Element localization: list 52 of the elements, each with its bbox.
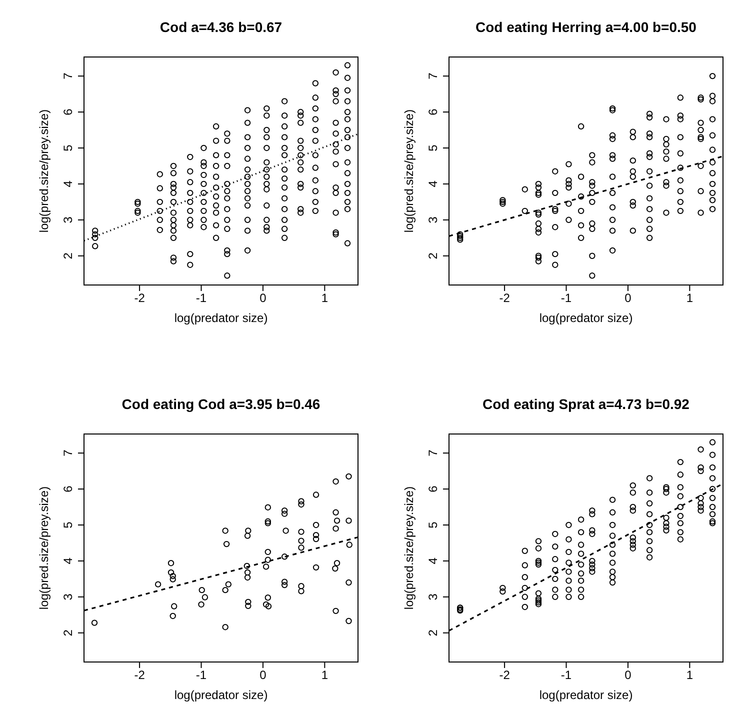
x-axis-title: log(predator size) xyxy=(539,688,633,702)
x-tick-label: 1 xyxy=(686,291,694,305)
y-tick-label: 6 xyxy=(61,485,75,492)
y-tick-label: 3 xyxy=(61,593,75,600)
x-tick-label: -2 xyxy=(134,291,146,305)
y-tick-label: 7 xyxy=(426,449,440,456)
y-axis-title: log(pred.size/prey.size) xyxy=(37,486,51,610)
y-axis-title: log(pred.size/prey.size) xyxy=(402,109,416,233)
y-axis-title: log(pred.size/prey.size) xyxy=(37,109,51,233)
y-tick-label: 7 xyxy=(61,449,75,456)
y-tick-label: 2 xyxy=(61,252,75,260)
y-tick-label: 5 xyxy=(426,144,440,152)
x-tick-label: 0 xyxy=(260,291,267,305)
y-tick-label: 6 xyxy=(61,108,75,116)
y-tick-label: 7 xyxy=(61,72,75,80)
x-axis-title: log(predator size) xyxy=(539,311,633,325)
chart-title: Cod a=4.36 b=0.67 xyxy=(160,19,282,35)
x-tick-label: 0 xyxy=(624,668,632,682)
x-tick-label: -1 xyxy=(196,668,207,682)
y-tick-label: 4 xyxy=(61,557,75,564)
x-tick-label: -1 xyxy=(560,668,572,682)
y-tick-label: 5 xyxy=(61,521,75,528)
y-tick-label: 5 xyxy=(426,521,440,528)
x-axis-title: log(predator size) xyxy=(174,688,268,702)
y-tick-label: 3 xyxy=(426,593,440,600)
x-tick-label: 1 xyxy=(686,668,694,682)
y-tick-label: 2 xyxy=(426,629,440,636)
x-tick-label: -1 xyxy=(196,291,207,305)
y-tick-label: 6 xyxy=(426,485,440,492)
y-tick-label: 3 xyxy=(426,216,440,224)
y-tick-label: 4 xyxy=(426,180,440,188)
chart-title: Cod eating Sprat a=4.73 b=0.92 xyxy=(482,396,690,412)
y-tick-label: 4 xyxy=(61,180,75,188)
y-tick-label: 2 xyxy=(61,629,75,636)
x-tick-label: -2 xyxy=(499,291,510,305)
x-tick-label: 0 xyxy=(624,291,632,305)
x-tick-label: -1 xyxy=(560,291,572,305)
y-tick-label: 4 xyxy=(426,557,440,564)
chart-title: Cod eating Cod a=3.95 b=0.46 xyxy=(122,396,320,412)
x-tick-label: -2 xyxy=(499,668,510,682)
y-tick-label: 3 xyxy=(61,216,75,224)
y-tick-label: 5 xyxy=(61,144,75,152)
y-tick-label: 2 xyxy=(426,252,440,260)
y-tick-label: 7 xyxy=(426,72,440,80)
y-axis-title: log(pred.size/prey.size) xyxy=(402,486,416,610)
x-axis-title: log(predator size) xyxy=(174,311,268,325)
x-tick-label: 1 xyxy=(321,291,328,305)
x-tick-label: -2 xyxy=(134,668,146,682)
y-tick-label: 6 xyxy=(426,108,440,116)
x-tick-label: 0 xyxy=(260,668,267,682)
chart-title: Cod eating Herring a=4.00 b=0.50 xyxy=(476,19,697,35)
x-tick-label: 1 xyxy=(321,668,328,682)
